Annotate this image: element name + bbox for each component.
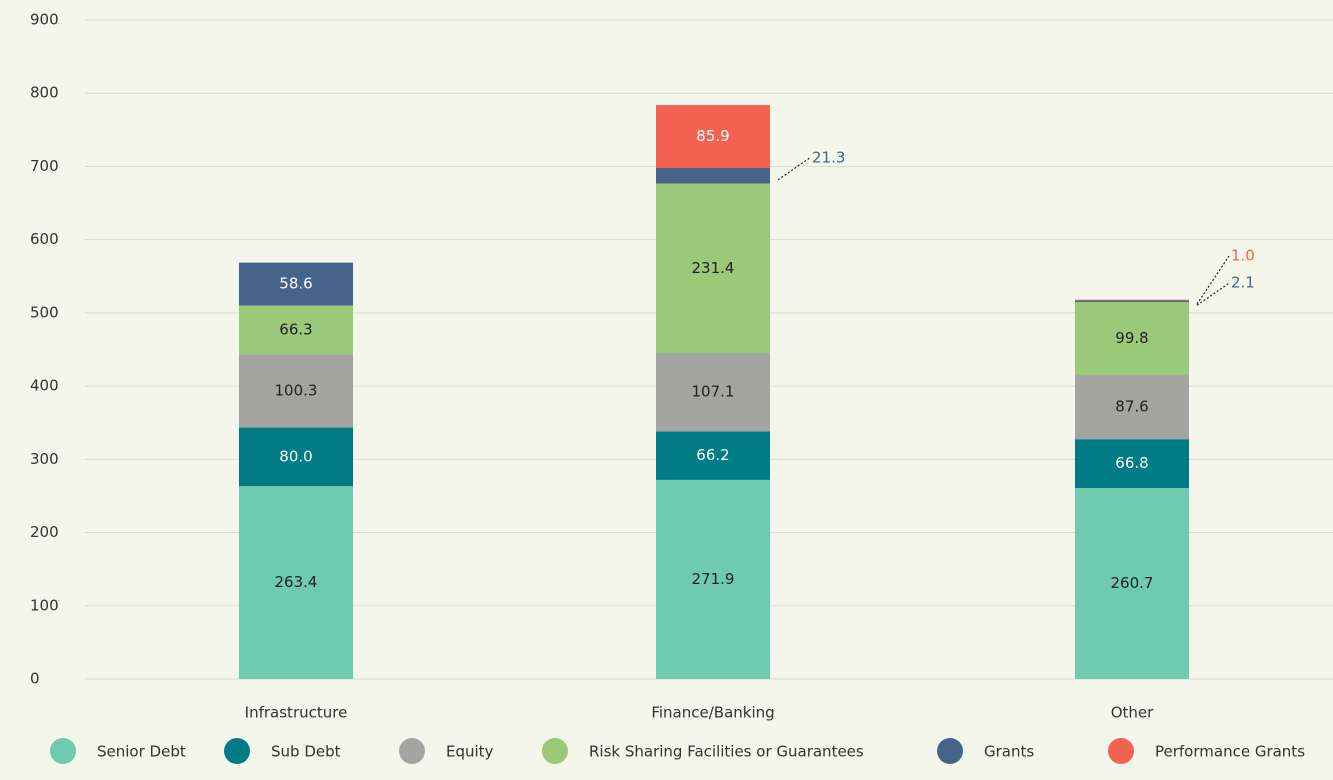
bar-segment: [1075, 299, 1189, 301]
bar-segment: [1075, 439, 1189, 489]
y-tick-label: 900: [30, 11, 59, 29]
bar-segment: [239, 486, 353, 679]
y-tick-label: 200: [30, 523, 59, 541]
bar-segment: [656, 479, 770, 679]
legend-swatch: [224, 738, 250, 764]
data-label: 263.4: [275, 573, 318, 591]
legend-label: Senior Debt: [97, 743, 186, 761]
y-tick-label: 700: [30, 157, 59, 175]
data-label: 1.0: [1231, 247, 1255, 265]
leader-line: [777, 157, 811, 181]
y-tick-label: 300: [30, 450, 59, 468]
data-label: 58.6: [279, 275, 312, 293]
bar-segment: [239, 354, 353, 428]
leader-line: [1196, 282, 1230, 306]
bar-segment: [1075, 301, 1189, 376]
x-tick-label: Other: [1111, 704, 1154, 722]
legend-label: Equity: [446, 743, 494, 761]
bar-segment: [1075, 375, 1189, 440]
y-tick-label: 100: [30, 596, 59, 614]
data-label: 66.3: [279, 320, 312, 338]
data-label: 107.1: [692, 383, 735, 401]
bar-segment: [239, 427, 353, 487]
bar-segment: [656, 167, 770, 184]
data-label: 260.7: [1111, 574, 1154, 592]
leader-line: [1196, 255, 1230, 305]
bar-segment: [656, 105, 770, 168]
y-tick-label: 0: [30, 670, 40, 688]
y-tick-label: 800: [30, 84, 59, 102]
legend-label: Sub Debt: [271, 743, 341, 761]
data-label: 80.0: [279, 447, 312, 465]
legend-swatch: [937, 738, 963, 764]
legend-label: Risk Sharing Facilities or Guarantees: [589, 743, 864, 761]
bar-segment: [1075, 488, 1189, 679]
data-label: 66.2: [696, 446, 729, 464]
bar-segment: [239, 262, 353, 306]
x-tick-label: Infrastructure: [245, 704, 348, 722]
y-tick-label: 400: [30, 377, 59, 395]
data-label: 99.8: [1115, 329, 1148, 347]
data-label: 85.9: [696, 127, 729, 145]
legend-swatch: [542, 738, 568, 764]
legend-swatch: [50, 738, 76, 764]
y-tick-label: 600: [30, 230, 59, 248]
data-label: 271.9: [692, 570, 735, 588]
legend-label: Grants: [984, 743, 1034, 761]
bar-segment: [1075, 300, 1189, 302]
data-label: 100.3: [275, 381, 318, 399]
legend-swatch: [1108, 738, 1134, 764]
x-tick-label: Finance/Banking: [651, 704, 774, 722]
y-tick-label: 500: [30, 303, 59, 321]
bar-segment: [239, 305, 353, 355]
data-label: 21.3: [812, 148, 845, 166]
bar-segment: [656, 353, 770, 432]
data-label: 66.8: [1115, 454, 1148, 472]
legend-swatch: [399, 738, 425, 764]
legend-label: Performance Grants: [1155, 743, 1305, 761]
data-label: 87.6: [1115, 398, 1148, 416]
data-label: 2.1: [1231, 274, 1255, 292]
data-label: 231.4: [692, 259, 735, 277]
bar-segment: [656, 431, 770, 480]
bar-segment: [656, 183, 770, 354]
